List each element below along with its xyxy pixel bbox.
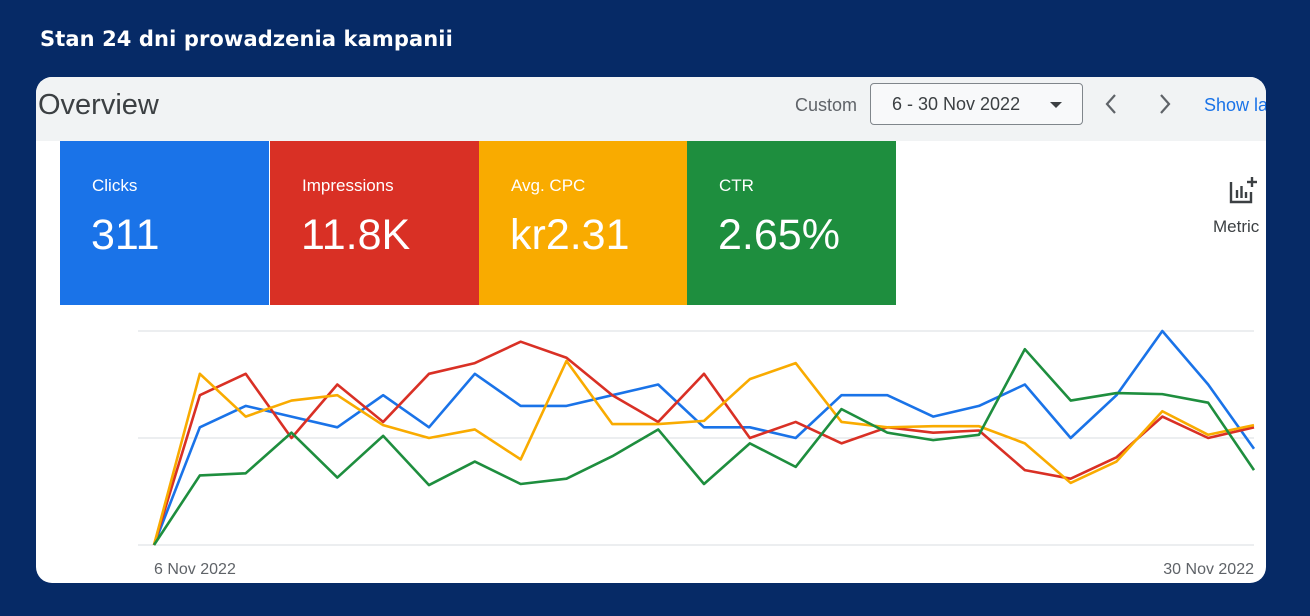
previous-period-button[interactable] [1100,89,1124,119]
metric-tile-impressions[interactable]: Impressions 11.8K [270,141,479,305]
metric-tile-avg-cpc[interactable]: Avg. CPC kr2.31 [479,141,688,305]
metrics-button[interactable]: Metric [1208,175,1266,245]
metric-value: 2.65% [718,211,840,259]
metric-tile-clicks[interactable]: Clicks 311 [60,141,269,305]
metric-tile-ctr[interactable]: CTR 2.65% [687,141,896,305]
next-period-button[interactable] [1152,89,1176,119]
series-line-2 [152,340,1255,546]
date-range-select[interactable]: 6 - 30 Nov 2022 [870,83,1083,125]
metric-label: CTR [719,176,754,195]
overview-title: Overview [38,89,159,121]
overview-card: Overview Custom 6 - 30 Nov 2022 Show la … [36,77,1266,583]
add-chart-icon [1229,177,1257,204]
series-line-4 [152,347,1256,546]
x-tick-label: 30 Nov 2022 [1163,561,1254,578]
caret-down-icon [1050,102,1062,108]
chevron-left-icon [1105,94,1116,114]
metric-label: Clicks [92,176,138,195]
series-line-3 [152,359,1255,546]
metric-value: kr2.31 [510,211,630,259]
metric-value: 11.8K [301,211,411,259]
page-title: Stan 24 dni prowadzenia kampanii [40,27,453,51]
x-tick-label: 6 Nov 2022 [154,561,236,578]
range-type-label: Custom [795,95,858,115]
metric-label: Avg. CPC [511,176,586,195]
series-line-1 [152,329,1256,546]
metrics-button-label: Metric [1213,217,1260,236]
metric-value: 311 [91,211,160,259]
overview-header: Overview Custom 6 - 30 Nov 2022 Show la [36,77,1266,141]
show-link[interactable]: Show la [1204,95,1266,115]
metric-label: Impressions [302,176,394,195]
performance-line-chart: 6 Nov 2022 30 Nov 2022 [138,329,1256,578]
date-range-value: 6 - 30 Nov 2022 [892,94,1021,114]
chevron-right-icon [1160,94,1171,114]
